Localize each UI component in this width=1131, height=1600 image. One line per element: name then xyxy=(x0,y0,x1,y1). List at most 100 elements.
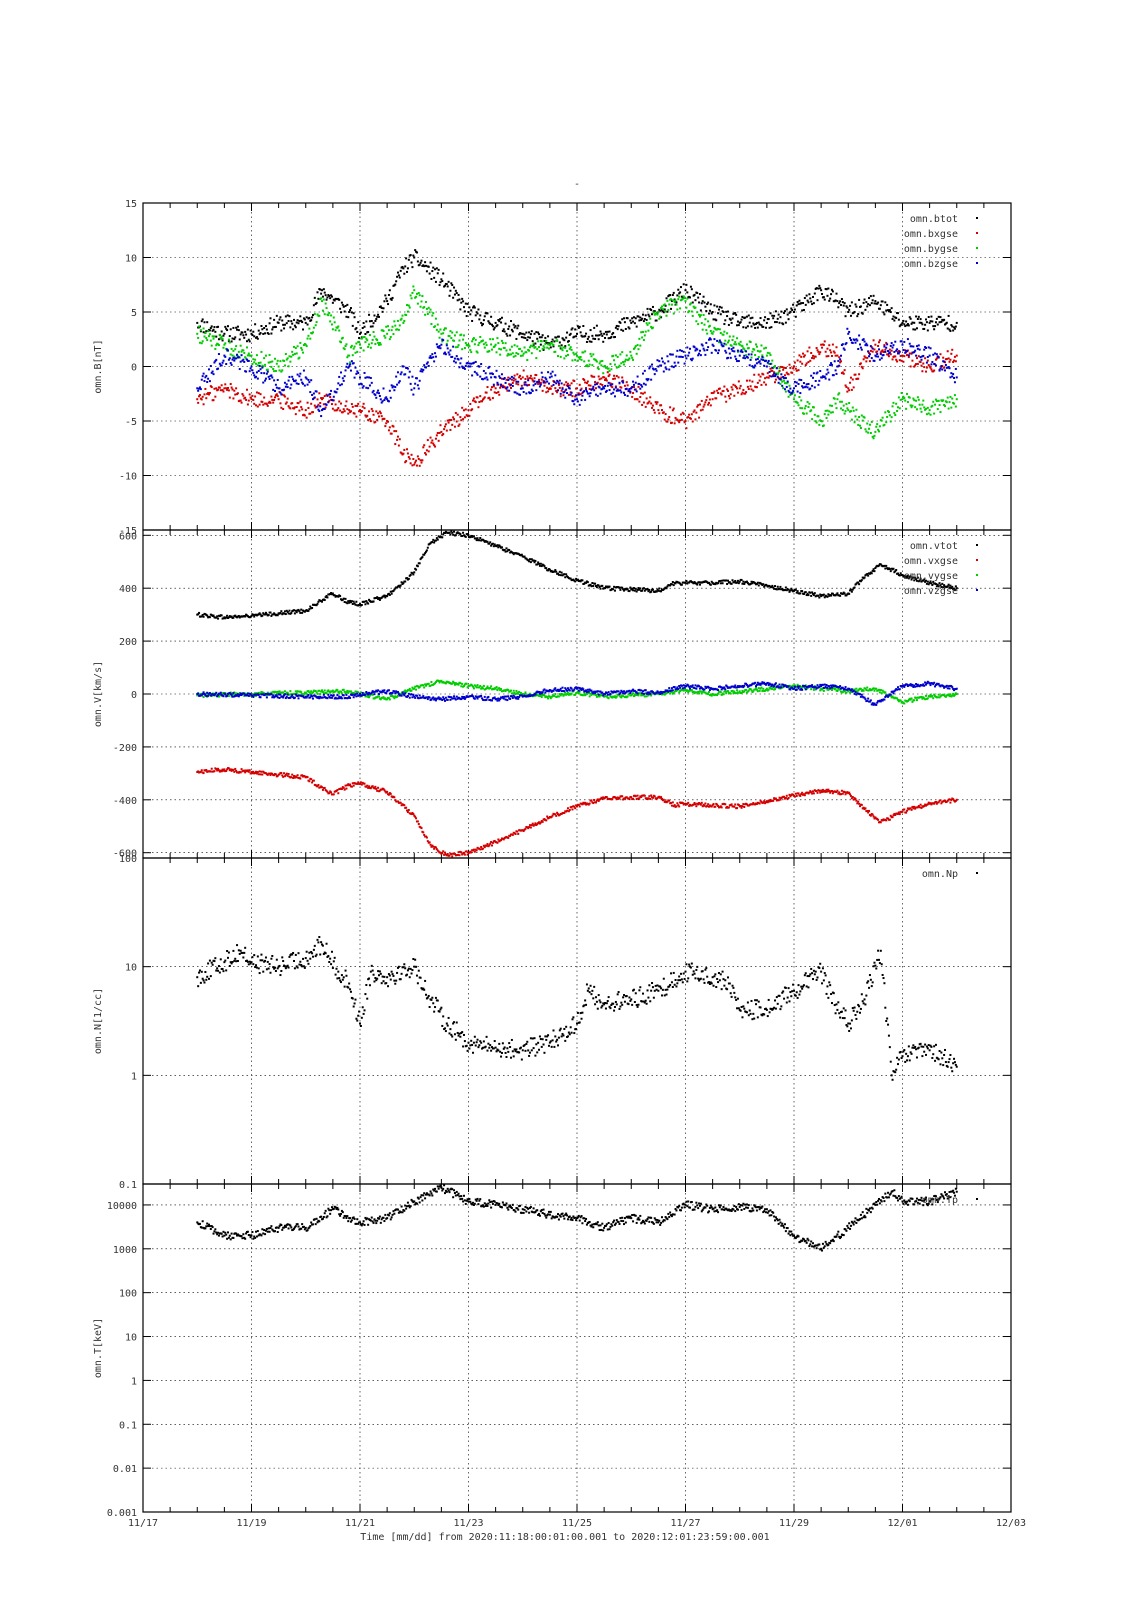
data-point xyxy=(805,594,808,597)
data-point xyxy=(589,352,592,355)
data-point xyxy=(323,599,326,602)
data-point xyxy=(214,360,217,363)
data-point xyxy=(274,357,277,360)
data-point xyxy=(813,386,816,389)
data-point xyxy=(640,331,643,334)
data-point xyxy=(643,391,646,394)
data-point xyxy=(932,353,935,356)
data-point xyxy=(583,582,586,585)
data-point xyxy=(226,325,229,328)
data-point xyxy=(866,356,869,359)
data-point xyxy=(689,417,692,420)
data-point xyxy=(431,439,434,442)
data-point xyxy=(198,325,201,328)
data-point xyxy=(481,398,484,401)
data-point xyxy=(794,315,797,318)
data-point xyxy=(681,356,684,359)
data-point xyxy=(348,365,351,368)
data-point xyxy=(387,329,390,332)
data-point xyxy=(829,404,832,407)
data-point xyxy=(425,366,428,369)
data-point xyxy=(571,808,574,811)
data-point xyxy=(287,772,290,775)
data-point xyxy=(422,831,425,834)
data-point xyxy=(926,359,929,362)
data-point xyxy=(915,354,918,357)
data-point xyxy=(406,267,409,270)
data-point xyxy=(394,443,397,446)
data-point xyxy=(692,582,695,585)
data-point xyxy=(418,294,421,297)
data-point xyxy=(632,358,635,361)
data-point xyxy=(619,353,622,356)
data-point xyxy=(292,774,295,777)
data-point xyxy=(589,583,592,586)
data-point xyxy=(490,376,493,379)
data-point xyxy=(551,814,554,817)
data-point xyxy=(299,372,302,375)
data-point xyxy=(682,295,685,298)
data-point xyxy=(947,314,950,317)
data-point xyxy=(538,822,541,825)
data-point xyxy=(755,362,758,365)
data-point xyxy=(416,565,419,568)
data-point xyxy=(255,772,258,775)
data-point xyxy=(474,537,477,540)
data-point xyxy=(560,389,563,392)
data-point xyxy=(949,376,952,379)
data-point xyxy=(621,795,624,798)
data-point xyxy=(685,283,688,286)
data-point xyxy=(545,391,548,394)
data-point xyxy=(854,341,857,344)
data-point xyxy=(507,379,510,382)
data-point xyxy=(786,313,789,316)
data-point xyxy=(251,363,254,366)
data-point xyxy=(313,296,316,299)
data-point xyxy=(801,385,804,388)
data-point xyxy=(294,413,297,416)
data-point xyxy=(830,404,833,407)
data-point xyxy=(491,373,494,376)
data-point xyxy=(339,307,342,310)
data-point xyxy=(234,393,237,396)
data-point xyxy=(458,423,461,426)
data-point xyxy=(497,546,500,549)
data-point xyxy=(543,384,546,387)
data-point xyxy=(255,336,258,339)
series-omn-bxgse xyxy=(196,339,958,467)
data-point xyxy=(534,822,537,825)
data-point xyxy=(848,330,851,333)
data-point xyxy=(709,329,712,332)
data-point xyxy=(951,585,954,588)
data-point xyxy=(811,295,814,298)
data-point xyxy=(795,304,798,307)
data-point xyxy=(926,580,929,583)
data-point xyxy=(259,332,262,335)
data-point xyxy=(796,390,799,393)
data-point xyxy=(461,348,464,351)
data-point xyxy=(923,366,926,369)
data-point xyxy=(667,418,670,421)
data-point xyxy=(746,582,749,585)
data-point xyxy=(910,406,913,409)
data-point xyxy=(523,555,526,558)
data-point xyxy=(591,375,594,378)
data-point xyxy=(264,325,267,328)
data-point xyxy=(248,769,251,772)
data-point xyxy=(349,601,352,604)
data-point xyxy=(245,388,248,391)
data-point xyxy=(466,853,469,856)
data-point xyxy=(284,385,287,388)
data-point xyxy=(856,339,859,342)
data-point xyxy=(808,293,811,296)
data-point xyxy=(628,388,631,391)
data-point xyxy=(374,394,377,397)
data-point xyxy=(390,432,393,435)
data-point xyxy=(953,588,956,591)
data-point xyxy=(197,401,200,404)
data-point xyxy=(471,374,474,377)
data-point xyxy=(251,369,254,372)
data-point xyxy=(431,353,434,356)
data-point xyxy=(828,344,831,347)
data-point xyxy=(420,368,423,371)
